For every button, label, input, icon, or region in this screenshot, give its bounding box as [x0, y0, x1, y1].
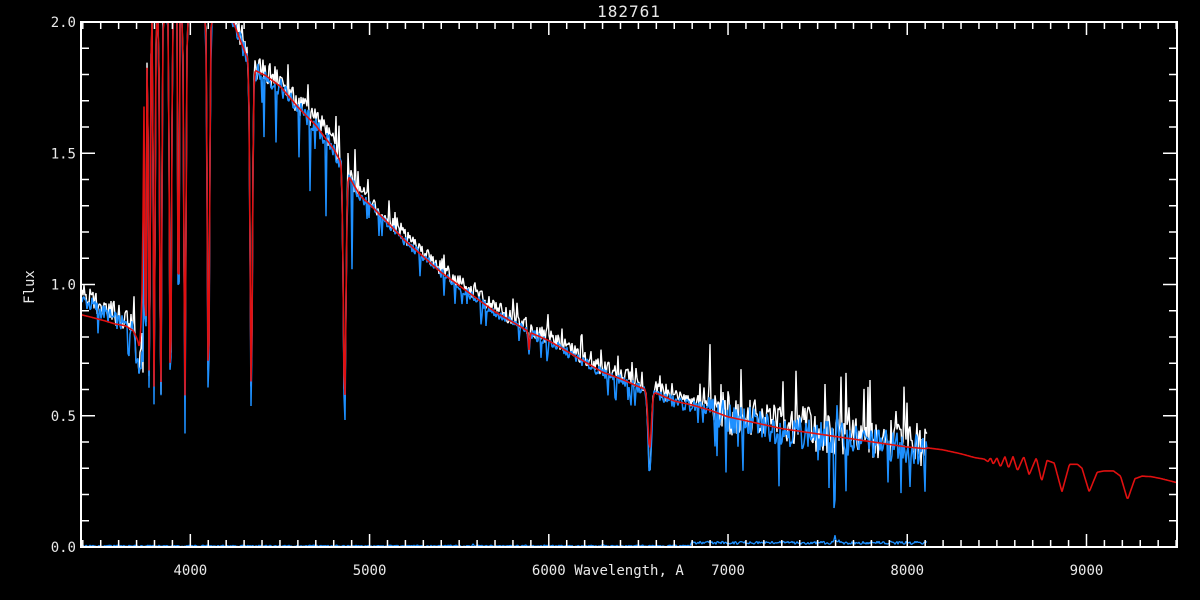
svg-text:5000: 5000	[353, 563, 387, 579]
x-axis-label: Wavelength, A	[574, 563, 684, 579]
svg-text:8000: 8000	[890, 563, 924, 579]
y-axis-label: Flux	[22, 270, 38, 304]
svg-text:1.5: 1.5	[51, 146, 76, 162]
svg-text:0.0: 0.0	[51, 540, 76, 556]
svg-text:4000: 4000	[173, 563, 207, 579]
svg-text:9000: 9000	[1070, 563, 1104, 579]
svg-text:1.0: 1.0	[51, 278, 76, 294]
svg-text:0.5: 0.5	[51, 409, 76, 425]
svg-text:7000: 7000	[711, 563, 745, 579]
svg-text:2.0: 2.0	[51, 15, 76, 31]
svg-text:6000: 6000	[532, 563, 566, 579]
page-title: 182761	[597, 2, 661, 21]
